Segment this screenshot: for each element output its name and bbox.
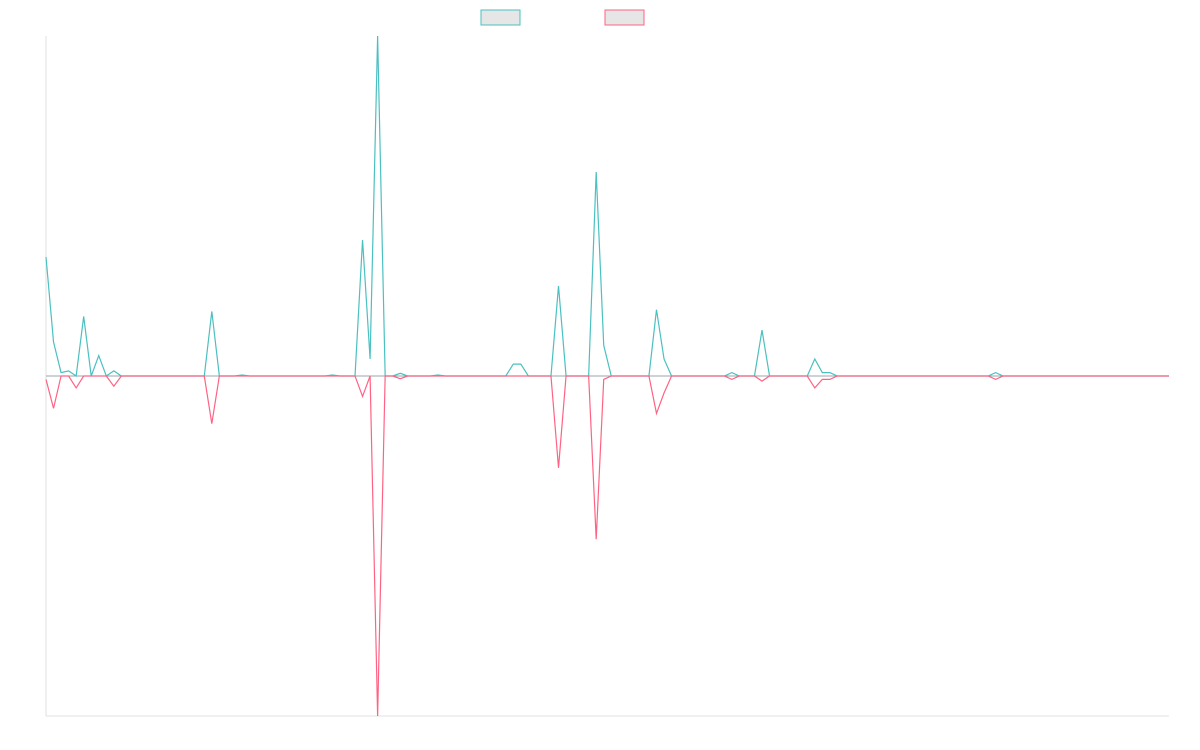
legend-swatch-1 bbox=[480, 9, 521, 26]
series-line-1 bbox=[45, 35, 1169, 378]
legend-swatch-2 bbox=[604, 9, 645, 26]
series-layer bbox=[45, 35, 1169, 717]
legend[interactable] bbox=[480, 9, 645, 26]
series-line-2 bbox=[45, 375, 1169, 717]
